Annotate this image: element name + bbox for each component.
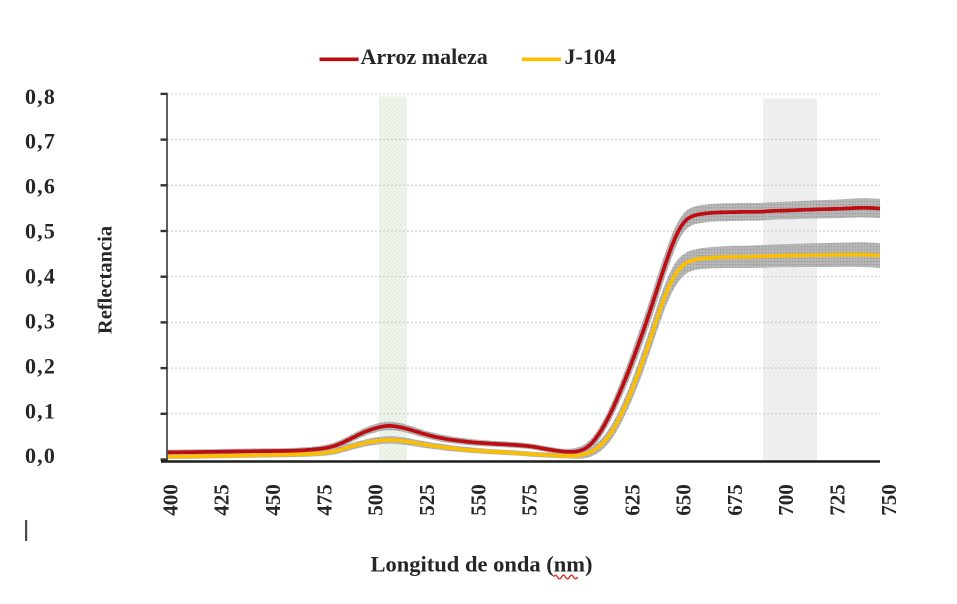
svg-text:0,7: 0,7 xyxy=(25,129,56,154)
svg-text:0,2: 0,2 xyxy=(25,353,56,378)
svg-text:675: 675 xyxy=(723,484,747,516)
svg-text:425: 425 xyxy=(210,484,234,516)
svg-text:0,8: 0,8 xyxy=(25,84,56,109)
svg-text:0,0: 0,0 xyxy=(25,443,56,468)
svg-text:650: 650 xyxy=(672,484,696,516)
svg-text:J-104: J-104 xyxy=(565,44,616,69)
svg-text:725: 725 xyxy=(826,484,850,516)
svg-text:525: 525 xyxy=(415,484,439,516)
svg-text:Reflectancia: Reflectancia xyxy=(95,226,117,334)
svg-text:0,5: 0,5 xyxy=(25,219,56,244)
svg-text:550: 550 xyxy=(466,484,490,516)
svg-text:0,4: 0,4 xyxy=(25,263,56,288)
svg-text:575: 575 xyxy=(518,484,542,516)
svg-text:450: 450 xyxy=(261,484,285,516)
svg-text:500: 500 xyxy=(364,484,388,516)
svg-text:0,1: 0,1 xyxy=(25,398,56,423)
svg-text:0,3: 0,3 xyxy=(25,308,56,333)
svg-text:700: 700 xyxy=(774,484,798,516)
svg-text:Longitud de onda (nm): Longitud de onda (nm) xyxy=(371,552,593,577)
svg-text:750: 750 xyxy=(877,484,901,516)
svg-text:0,6: 0,6 xyxy=(25,174,56,199)
svg-text:Arroz maleza: Arroz maleza xyxy=(361,44,488,69)
svg-text:475: 475 xyxy=(312,484,336,516)
svg-text:625: 625 xyxy=(620,484,644,516)
svg-text:400: 400 xyxy=(158,484,182,516)
svg-text:600: 600 xyxy=(569,484,593,516)
